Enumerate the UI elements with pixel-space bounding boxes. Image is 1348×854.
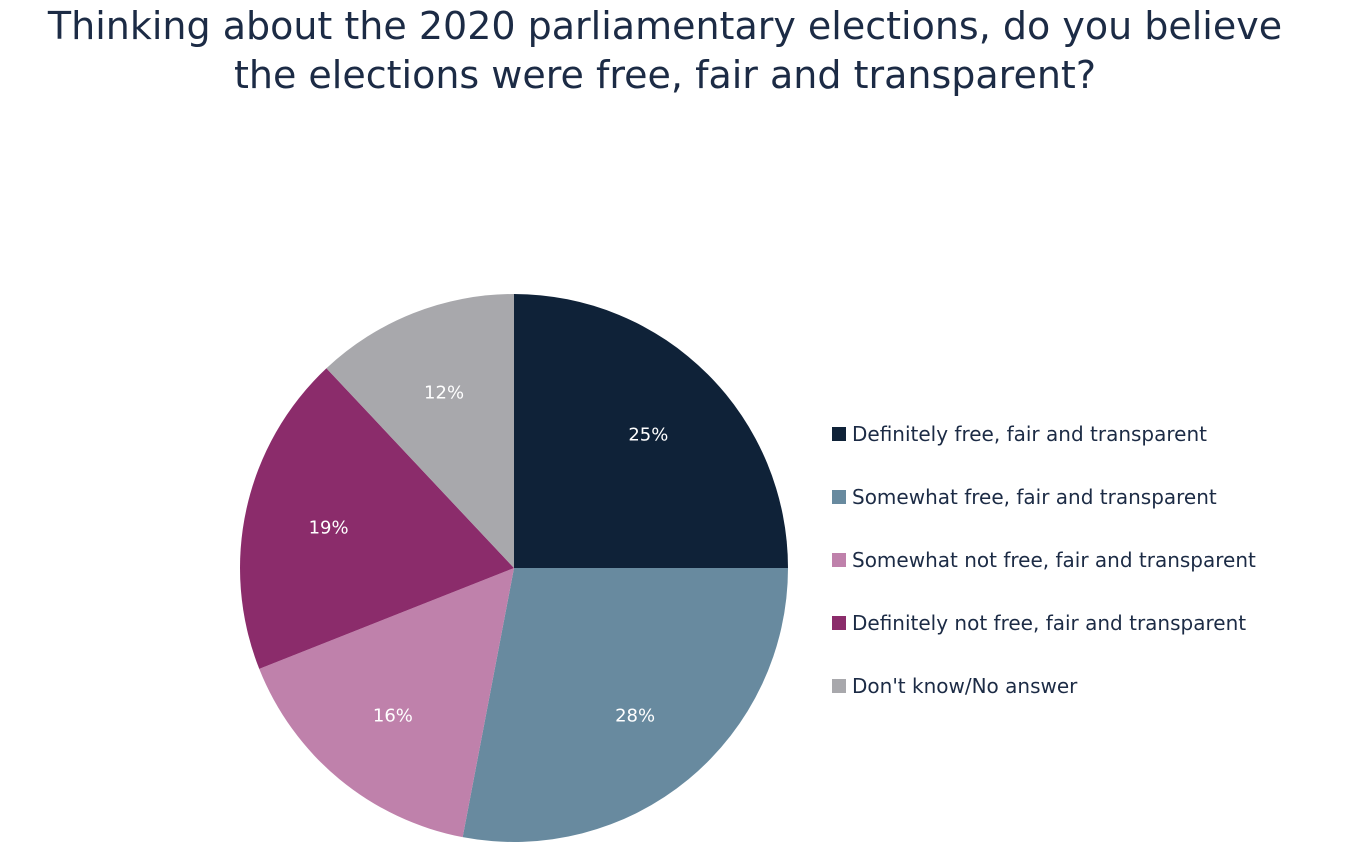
legend-swatch xyxy=(832,616,846,630)
legend-item: Somewhat free, fair and transparent xyxy=(832,485,1217,509)
pie-slice xyxy=(240,368,514,669)
pie-slice xyxy=(259,568,514,838)
pie-slice xyxy=(514,294,788,568)
pie-slices xyxy=(240,294,788,843)
pie-slice-label: 25% xyxy=(628,425,668,446)
pie-slice xyxy=(462,568,788,843)
pie-slice xyxy=(326,294,514,568)
chart-title-line-1: Thinking about the 2020 parliamentary el… xyxy=(47,4,1283,48)
legend-label: Somewhat free, fair and transparent xyxy=(852,485,1217,509)
legend-swatch xyxy=(832,679,846,693)
legend-swatch xyxy=(832,427,846,441)
pie-slice-label: 28% xyxy=(615,705,655,726)
legend-item: Definitely not free, fair and transparen… xyxy=(832,611,1246,635)
legend-swatch xyxy=(832,490,846,504)
legend-item: Somewhat not free, fair and transparent xyxy=(832,548,1256,572)
legend-item: Don't know/No answer xyxy=(832,674,1078,698)
legend-swatch xyxy=(832,553,846,567)
pie-slice-labels: 25% 28% 16% 19% 12% xyxy=(309,382,669,726)
chart-title: Thinking about the 2020 parliamentary el… xyxy=(0,2,1330,100)
legend-label: Definitely not free, fair and transparen… xyxy=(852,611,1246,635)
chart-legend: Definitely free, fair and transparent Som… xyxy=(832,422,1256,698)
legend-item: Definitely free, fair and transparent xyxy=(832,422,1207,446)
chart-title-line-2: the elections were free, fair and transp… xyxy=(233,53,1096,97)
legend-label: Definitely free, fair and transparent xyxy=(852,422,1207,446)
pie-slice-label: 12% xyxy=(424,382,464,403)
legend-label: Don't know/No answer xyxy=(852,674,1078,698)
pie-slice-label: 19% xyxy=(309,518,349,539)
pie-slice-label: 16% xyxy=(373,705,413,726)
legend-label: Somewhat not free, fair and transparent xyxy=(852,548,1256,572)
